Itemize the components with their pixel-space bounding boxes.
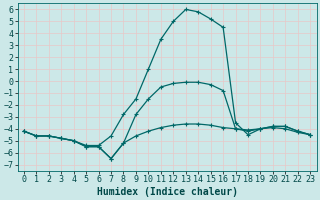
X-axis label: Humidex (Indice chaleur): Humidex (Indice chaleur) (97, 186, 237, 197)
